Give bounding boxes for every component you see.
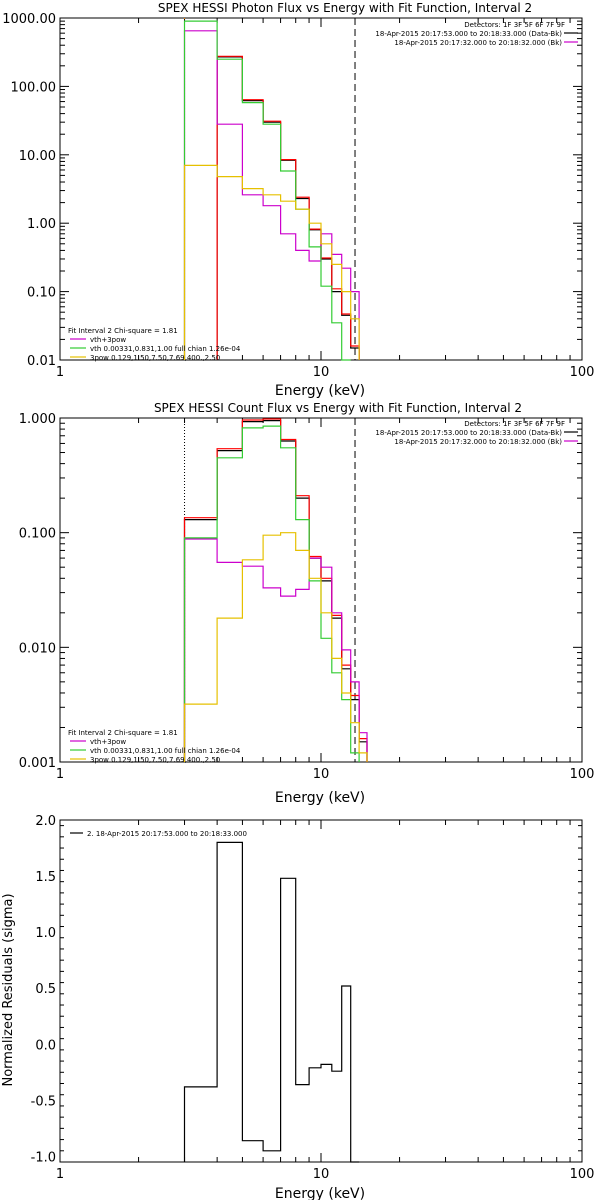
residuals-legend: 2. 18-Apr-2015 20:17:53.000 to 20:18:33.…: [87, 830, 247, 838]
photon-flux-marks: 1 10 100 1000.00 100.00 10.00 1.00 0.10 0.01: [2, 12, 594, 380]
count-flux-series-0-line: [183, 420, 368, 762]
photon-flux-panel: SPEX HESSI Photon Flux vs Energy with Fi…: [2, 1, 594, 399]
photon-flux-legend-3pow: 3pow 0.129,1.50,7.50,7.69,400.,2.50: [90, 354, 220, 362]
photon-flux-legend-bottom: Fit Interval 2 Chi-square = 1.81 vth+3po…: [68, 327, 241, 362]
count-flux-panel: SPEX HESSI Count Flux vs Energy with Fit…: [19, 401, 595, 806]
photon-flux-x-tick-label: 1: [56, 365, 64, 380]
photon-flux-xlabel: Energy (keV): [275, 383, 365, 399]
photon-flux-legend-data: 18-Apr-2015 20:17:53.000 to 20:18:33.000…: [375, 30, 562, 38]
photon-flux-y-tick-label: 1.00: [27, 217, 56, 232]
photon-flux-y-tick-label: 0.01: [27, 354, 56, 369]
count-flux-legend-3pow: 3pow 0.129,1.50,7.50,7.69,400.,2.50: [90, 756, 220, 764]
photon-flux-detectors: Detectors: 1F 3F 5F 6F 7F 9F: [464, 21, 565, 29]
photon-flux-series-3-line: [183, 20, 351, 361]
count-flux-legend-bottom: Fit Interval 2 Chi-square = 1.81 vth+3po…: [68, 729, 241, 764]
residuals-legend-label: 2. 18-Apr-2015 20:17:53.000 to 20:18:33.…: [87, 830, 247, 838]
count-flux-x-tick-label: 100: [570, 767, 595, 782]
residuals-x-tick-label: 1: [56, 1167, 64, 1182]
photon-flux-legend-vth: vth 0.00331,0.831,1.00 full chian 1.26e-…: [90, 345, 241, 353]
residuals-y-tick-label: 2.0: [35, 814, 56, 829]
residuals-y-tick-label: 1.5: [35, 870, 56, 885]
photon-flux-y-tick-label: 0.10: [27, 286, 56, 301]
photon-flux-series-1-line: [216, 55, 360, 360]
count-flux-x-tick-label: 10: [313, 767, 330, 782]
count-flux-xlabel: Energy (keV): [275, 790, 365, 806]
count-flux-y-tick-label: 1.000: [19, 412, 56, 427]
residuals-y-tick-label: -1.0: [31, 1150, 56, 1165]
photon-flux-axes-box: [59, 17, 583, 361]
count-flux-legend-data: 18-Apr-2015 20:17:53.000 to 20:18:33.000…: [375, 429, 562, 437]
photon-flux-y-tick-label: 10.00: [19, 149, 56, 164]
photon-flux-series-0-line: [216, 56, 360, 360]
photon-flux-y-tick-label: 1000.00: [2, 12, 56, 27]
residuals-x-tick-label: 100: [570, 1167, 595, 1182]
photon-flux-fit-info: Fit Interval 2 Chi-square = 1.81: [68, 327, 178, 335]
count-flux-series-3-line: [183, 425, 360, 762]
count-flux-series-4-line: [183, 532, 368, 762]
count-flux-x-tick-label: 1: [56, 767, 64, 782]
count-flux-marks: 1 10 100 1.000 0.100 0.010 0.001: [19, 412, 595, 782]
residuals-x-tick-label: 10: [313, 1167, 330, 1182]
residuals-series-0-line: [183, 841, 360, 1163]
count-flux-series-2-line: [183, 538, 368, 762]
photon-flux-title: SPEX HESSI Photon Flux vs Energy with Fi…: [158, 1, 532, 15]
count-flux-detectors: Detectors: 1F 3F 5F 6F 7F 9F: [464, 420, 565, 428]
count-flux-legend-top: Detectors: 1F 3F 5F 6F 7F 9F 18-Apr-2015…: [375, 420, 565, 446]
residuals-panel: Energy (keV) Normalized Residuals (sigma…: [1, 814, 594, 1200]
photon-flux-legend-bk: 18-Apr-2015 20:17:32.000 to 20:18:32.000…: [394, 39, 562, 47]
count-flux-fit-info: Fit Interval 2 Chi-square = 1.81: [68, 729, 178, 737]
residuals-y-tick-label: 0.0: [35, 1038, 56, 1053]
photon-flux-legend-vth3pow: vth+3pow: [90, 336, 126, 344]
count-flux-legend-vth: vth 0.00331,0.831,1.00 full chian 1.26e-…: [90, 747, 241, 755]
count-flux-legend-vth3pow: vth+3pow: [90, 738, 126, 746]
residuals-y-tick-label: 0.5: [35, 982, 56, 997]
count-flux-y-tick-label: 0.010: [19, 641, 56, 656]
count-flux-legend-bk: 18-Apr-2015 20:17:32.000 to 20:18:32.000…: [394, 438, 562, 446]
count-flux-title: SPEX HESSI Count Flux vs Energy with Fit…: [154, 401, 522, 415]
photon-flux-y-tick-label: 100.00: [11, 80, 57, 95]
residuals-y-tick-label: -0.5: [31, 1094, 56, 1109]
photon-flux-series-2-line: [183, 30, 360, 360]
photon-flux-x-tick-label: 100: [570, 365, 595, 380]
residuals-xlabel: Energy (keV): [275, 1186, 365, 1200]
residuals-axes-box: [59, 819, 583, 1163]
count-flux-y-tick-label: 0.100: [19, 527, 56, 542]
count-flux-series-1-line: [183, 418, 368, 762]
photon-flux-x-tick-label: 10: [313, 365, 330, 380]
residuals-ylabel: Normalized Residuals (sigma): [1, 893, 16, 1086]
residuals-marks: 1 10 100 2.0 1.5 1.0 0.5 0.0 -0.5 -1.0: [31, 814, 595, 1182]
photon-flux-series-4-line: [183, 164, 360, 360]
photon-flux-legend-top: Detectors: 1F 3F 5F 6F 7F 9F 18-Apr-2015…: [375, 21, 565, 47]
residuals-y-tick-label: 1.0: [35, 926, 56, 941]
count-flux-y-tick-label: 0.001: [19, 756, 56, 771]
